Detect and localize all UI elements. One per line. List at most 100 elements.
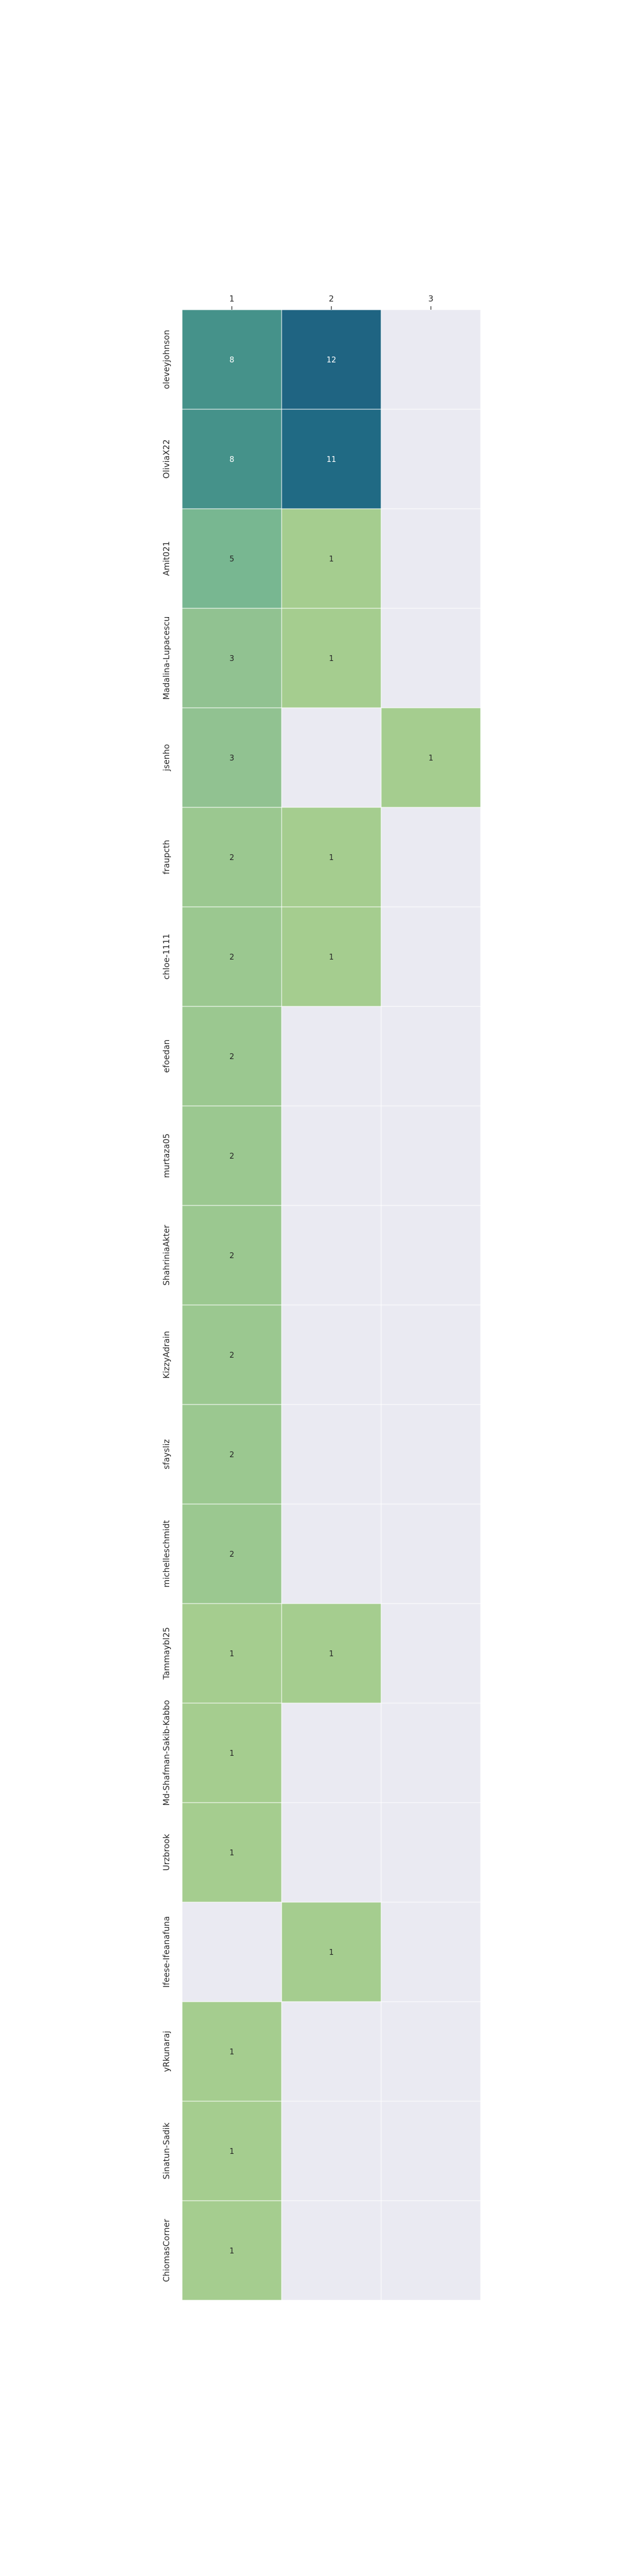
y-tick-label: Madalina-Lupacescu (162, 616, 172, 700)
heatmap-cell (181, 1304, 282, 1405)
y-tick-label: efoedan (162, 1039, 172, 1073)
heatmap-cell (381, 1105, 481, 1206)
heatmap-cell (181, 1205, 282, 1306)
heatmap-cell (181, 1105, 282, 1206)
y-tick-label: sfaysliz (162, 1439, 172, 1469)
heatmap-cell (281, 707, 382, 808)
heatmap-cell (281, 1703, 382, 1803)
y-tick-label: OliviaX22 (162, 440, 172, 479)
heatmap-cell (181, 2200, 282, 2301)
heatmap-cell (381, 1205, 481, 1306)
x-axis: 1 2 3 (229, 294, 434, 310)
cell-value-label: 2 (229, 1451, 234, 1460)
cell-value-label: 8 (229, 356, 234, 365)
cell-value-label: 2 (229, 1053, 234, 1061)
cell-value-label: 2 (229, 1351, 234, 1360)
heatmap-cell (381, 1404, 481, 1505)
heatmap-cell (381, 906, 481, 1007)
heatmap-cell (281, 309, 382, 410)
heatmap-cell (381, 309, 481, 410)
heatmap-cell (181, 309, 282, 410)
heatmap-cell (381, 1304, 481, 1405)
heatmap-cell (281, 1006, 382, 1107)
x-tick-label: 1 (229, 294, 235, 304)
y-tick-label: ChiomasCorner (162, 2219, 172, 2282)
heatmap-cell (281, 1304, 382, 1405)
heatmap-cell (181, 1703, 282, 1803)
heatmap-cell (281, 1105, 382, 1206)
heatmap-cell (181, 1006, 282, 1107)
cell-value-label: 1 (229, 2048, 234, 2057)
heatmap-cell (381, 1802, 481, 1903)
cell-value-label: 1 (229, 1849, 234, 1858)
heatmap-cell (181, 1503, 282, 1604)
heatmap-cell (181, 1404, 282, 1505)
heatmap-cell (381, 2001, 481, 2102)
heatmap-cell (381, 1503, 481, 1604)
cell-value-label: 2 (229, 1152, 234, 1161)
y-tick-label: KizzyAdrain (162, 1331, 172, 1378)
heatmap-cell (181, 2001, 282, 2102)
cell-value-label: 11 (327, 455, 337, 464)
heatmap-cell (281, 1205, 382, 1306)
cell-value-label: 3 (229, 655, 234, 663)
heatmap-cell (281, 906, 382, 1007)
y-tick-label: Amit021 (162, 541, 172, 576)
y-tick-label: Urzbrook (162, 1834, 172, 1871)
heatmap-cell (381, 1006, 481, 1107)
heatmap-cell (281, 1802, 382, 1903)
y-tick-label: chloe-1111 (162, 934, 172, 979)
y-tick-label: Tammaybl25 (162, 1627, 172, 1680)
cell-value-label: 3 (229, 754, 234, 763)
cell-value-label: 1 (329, 1948, 334, 1957)
cell-value-label: 1 (429, 754, 433, 763)
heatmap-cell (181, 409, 282, 509)
cell-value-label: 1 (329, 1650, 334, 1659)
cell-value-label: 5 (229, 555, 234, 564)
y-tick-label: ShahriniaAkter (162, 1225, 172, 1286)
cell-value-label: 1 (229, 1749, 234, 1758)
heatmap-cell (281, 608, 382, 708)
heatmap-cell (381, 508, 481, 609)
y-tick-label: yRkunaraj (162, 2031, 172, 2072)
cell-value-label: 1 (329, 655, 334, 663)
heatmap-cell (381, 707, 481, 808)
cell-value-label: 8 (229, 455, 234, 464)
heatmap-cell (181, 906, 282, 1007)
heatmap-cell (381, 608, 481, 708)
heatmap-cell (281, 2200, 382, 2301)
heatmap-cell (281, 508, 382, 609)
cell-value-label: 12 (327, 356, 337, 365)
y-axis: oleveyjohnson OliviaX22 Amit021 Madalina-Lu… (162, 330, 172, 2282)
y-tick-label: oleveyjohnson (162, 330, 172, 389)
heatmap-cell (281, 1902, 382, 2002)
y-tick-label: jsenho (162, 744, 172, 772)
cell-value-label: 2 (229, 1550, 234, 1559)
heatmap-cell (281, 2001, 382, 2102)
heatmap-cell (381, 1703, 481, 1803)
heatmap-cell (281, 807, 382, 907)
heatmap-cell (281, 2101, 382, 2201)
y-tick-label: murtaza05 (162, 1133, 172, 1178)
cell-value-label: 1 (329, 953, 334, 962)
y-tick-label: michelleschmidt (162, 1520, 172, 1587)
x-tick-label: 2 (329, 294, 334, 304)
cell-value-label: 1 (229, 1650, 234, 1659)
heatmap-cell (381, 1902, 481, 2002)
cell-value-label: 1 (329, 555, 334, 564)
heatmap-cell (381, 1603, 481, 1704)
heatmap-cell (281, 1404, 382, 1505)
heatmap-cell (181, 608, 282, 708)
heatmap-cell (381, 2101, 481, 2201)
x-tick-label: 3 (429, 294, 434, 304)
cell-value-label: 2 (229, 953, 234, 962)
cell-value-label: 1 (329, 854, 334, 862)
y-tick-label: Md-Shafman-Sakib-Kabbo (162, 1700, 172, 1806)
y-tick-label: Sinatun-Sadik (162, 2122, 172, 2180)
heatmap-cell (181, 1603, 282, 1704)
cell-value-label: 2 (229, 1252, 234, 1260)
heatmap-cell (381, 807, 481, 907)
y-tick-label: fraupcth (162, 840, 172, 874)
